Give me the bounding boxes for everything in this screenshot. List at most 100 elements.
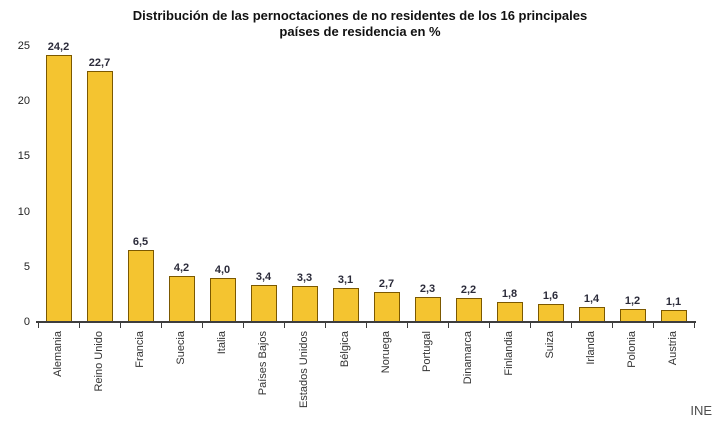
category-label: Dinamarca [462,331,474,385]
bar-column: 4,2 [161,0,202,322]
bar-value-label: 3,1 [337,273,354,286]
x-axis-tick [325,323,326,328]
bar-value-label: 1,2 [624,294,641,307]
bar [86,71,113,322]
category-label: Italia [216,331,228,355]
bar-column: 1,6 [530,0,571,322]
bar [168,275,195,322]
bar [127,250,154,322]
bar-column: 6,5 [120,0,161,322]
bar-value-label: 3,4 [255,270,272,283]
x-axis-tick [284,323,285,328]
bar-value-label: 6,5 [132,236,149,249]
bar [578,306,605,322]
category-label: Francia [134,331,146,368]
category-label: Polonia [626,331,638,368]
bar [45,54,72,322]
category-cell: Polonia [612,331,653,368]
bar-value-label: 2,2 [460,283,477,296]
bar [332,287,359,322]
bar-column: 1,1 [653,0,694,322]
category-cell: Austria [653,331,694,365]
x-axis-tick [366,323,367,328]
bar [537,304,564,322]
x-axis-tick [161,323,162,328]
x-axis-ticks [38,323,696,329]
x-axis-tick [571,323,572,328]
category-cell: Países Bajos [243,331,284,395]
y-tick-label: 0 [23,316,30,328]
x-axis-tick [243,323,244,328]
y-axis: 0 5 10 15 20 25 [0,0,32,429]
chart-title-line-1: Distribución de las pernoctaciones de no… [132,8,588,23]
bar-column: 3,4 [243,0,284,322]
category-label: Irlanda [585,331,597,365]
category-label: Estados Unidos [298,331,310,409]
bar-column: 3,1 [325,0,366,322]
bars-area: 24,2 22,7 6,5 4,2 4,0 3,4 3,3 3,1 2,7 2,3 2,2 1,8 1,… [38,0,694,322]
bar-column: 22,7 [79,0,120,322]
bar-column: 4,0 [202,0,243,322]
x-axis-tick [612,323,613,328]
bar-column: 1,4 [571,0,612,322]
bar-value-label: 2,7 [378,278,395,291]
category-cell: Suiza [530,331,571,359]
x-axis-tick [448,323,449,328]
bar-column: 24,2 [38,0,79,322]
category-cell: Reino Unido [79,331,120,392]
y-tick-label: 20 [17,95,30,108]
bar-value-label: 24,2 [47,40,70,53]
x-axis-tick [653,323,654,328]
category-cell: Estados Unidos [284,331,325,408]
y-tick-label: 15 [17,150,30,163]
bar [414,296,441,322]
category-label: Portugal [421,331,433,372]
x-axis-tick [694,323,695,328]
bar-value-label: 4,2 [173,261,190,274]
x-axis-tick [38,323,39,328]
bar-column: 1,2 [612,0,653,322]
bar-value-label: 4,0 [214,263,231,276]
x-axis-tick [120,323,121,328]
category-label: Alemania [52,331,64,377]
x-axis-tick [407,323,408,328]
category-cell: Irlanda [571,331,612,365]
category-labels: Alemania Reino Unido Francia Suecia Italia Pa… [38,331,694,408]
category-label: Suiza [544,331,556,359]
category-cell: Francia [120,331,161,368]
bar [373,292,400,322]
bar-value-label: 22,7 [88,57,111,70]
x-axis-line [36,321,696,323]
bar-column: 2,2 [448,0,489,322]
bar [455,297,482,322]
bar-value-label: 1,6 [542,290,559,303]
category-cell: Italia [202,331,243,354]
chart-title-line-2: países de residencia en % [279,24,441,39]
bar-column: 2,3 [407,0,448,322]
x-axis-tick [489,323,490,328]
category-label: Finlandia [503,331,515,376]
x-axis-tick [79,323,80,328]
y-tick-label: 25 [17,40,30,52]
bar-column: 1,8 [489,0,530,322]
category-cell: Dinamarca [448,331,489,384]
category-cell: Noruega [366,331,407,373]
category-label: Países Bajos [257,331,269,396]
y-tick-label: 5 [23,260,30,273]
category-label: Noruega [380,331,392,374]
category-cell: Finlandia [489,331,530,376]
category-label: Austria [667,331,679,366]
y-tick-label: 10 [17,205,30,218]
bar-value-label: 1,8 [501,288,518,301]
category-label: Bélgica [339,331,351,368]
bar-value-label: 1,1 [665,295,682,308]
category-cell: Portugal [407,331,448,372]
category-cell: Suecia [161,331,202,365]
bar [496,302,523,322]
category-label: Suecia [175,331,187,365]
source-label: INE [690,403,712,418]
bar-value-label: 2,3 [419,282,436,295]
bar [209,277,236,322]
bar [291,285,318,322]
bar-column: 3,3 [284,0,325,322]
